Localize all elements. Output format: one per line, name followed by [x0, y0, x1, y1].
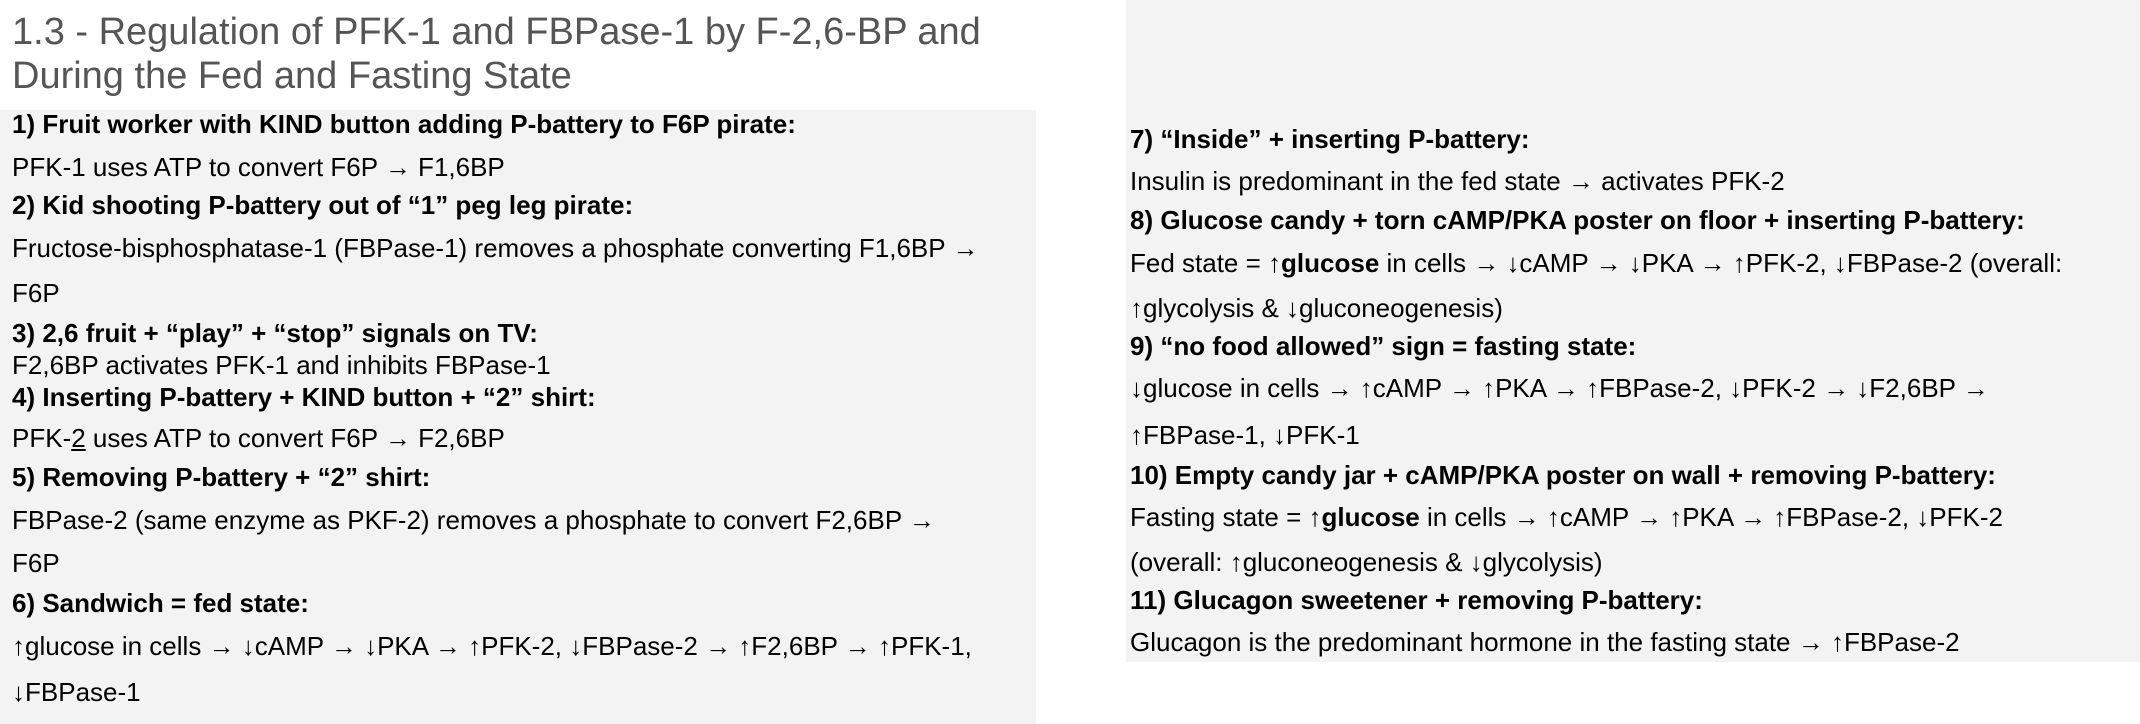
heading-11: 11) Glucagon sweetener + removing P-batt…	[1130, 585, 1703, 615]
text-8a-bold: glucose	[1281, 248, 1380, 278]
text-10a-pre: Fasting state = ↑	[1130, 502, 1322, 532]
text-8a: Fed state = ↑glucose in cells → ↓cAMP → …	[1130, 243, 2062, 283]
text-9a: ↓glucose in cells → ↑cAMP → ↑PKA → ↑FBPa…	[1130, 373, 1989, 403]
text-8a-post: in cells → ↓cAMP → ↓PKA → ↑PFK-2, ↓FBPas…	[1379, 248, 2063, 278]
text-2a: Fructose-bisphosphatase-1 (FBPase-1) rem…	[12, 233, 979, 263]
text-1: PFK-1 uses ATP to convert F6P → F1,6BP	[12, 152, 505, 182]
title-line-1: 1.3 - Regulation of PFK-1 and FBPase-1 b…	[12, 11, 981, 53]
heading-9: 9) “no food allowed” sign = fasting stat…	[1130, 331, 1637, 361]
text-6b: ↓FBPase-1	[12, 677, 141, 707]
text-5b: F6P	[12, 548, 60, 578]
text-2b: F6P	[12, 278, 60, 308]
heading-7: 7) “Inside” + inserting P-battery:	[1130, 124, 1530, 154]
text-10a: Fasting state = ↑glucose in cells → ↑cAM…	[1130, 497, 2003, 537]
text-10a-bold: glucose	[1321, 502, 1420, 532]
left-text-panel	[0, 110, 1036, 724]
text-4-post: uses ATP to convert F6P → F2,6BP	[85, 423, 505, 453]
heading-4: 4) Inserting P-battery + KIND button + “…	[12, 382, 596, 412]
text-5a: FBPase-2 (same enzyme as PKF-2) removes …	[12, 505, 935, 535]
heading-1: 1) Fruit worker with KIND button adding …	[12, 109, 796, 139]
page-title: 1.3 - Regulation of PFK-1 and FBPase-1 b…	[12, 10, 1032, 98]
heading-8: 8) Glucose candy + torn cAMP/PKA poster …	[1130, 205, 2025, 235]
heading-6: 6) Sandwich = fed state:	[12, 588, 309, 618]
heading-3: 3) 2,6 fruit + “play” + “stop” signals o…	[12, 318, 538, 348]
text-6a: ↑glucose in cells → ↓cAMP → ↓PKA → ↑PFK-…	[12, 631, 972, 661]
right-text-panel	[1126, 0, 2140, 662]
text-4-underlined: 2	[71, 423, 86, 453]
text-10b: (overall: ↑gluconeogenesis & ↓glycolysis…	[1130, 547, 1603, 577]
text-3: F2,6BP activates PFK-1 and inhibits FBPa…	[12, 350, 551, 380]
text-8a-pre: Fed state = ↑	[1130, 248, 1282, 278]
text-9b: ↑FBPase-1, ↓PFK-1	[1130, 420, 1360, 450]
title-line-2: During the Fed and Fasting State	[12, 55, 572, 97]
text-11: Glucagon is the predominant hormone in t…	[1130, 627, 1960, 657]
text-4: PFK-2 uses ATP to convert F6P → F2,6BP	[12, 418, 505, 458]
text-10a-post: in cells → ↑cAMP → ↑PKA → ↑FBPase-2, ↓PF…	[1419, 502, 2003, 532]
text-4-pre: PFK-	[12, 423, 72, 453]
heading-10: 10) Empty candy jar + cAMP/PKA poster on…	[1130, 460, 1996, 490]
heading-5: 5) Removing P-battery + “2” shirt:	[12, 462, 431, 492]
text-7: Insulin is predominant in the fed state …	[1130, 166, 1785, 196]
heading-2: 2) Kid shooting P-battery out of “1” peg…	[12, 190, 634, 220]
text-8b: ↑glycolysis & ↓gluconeogenesis)	[1130, 293, 1503, 323]
